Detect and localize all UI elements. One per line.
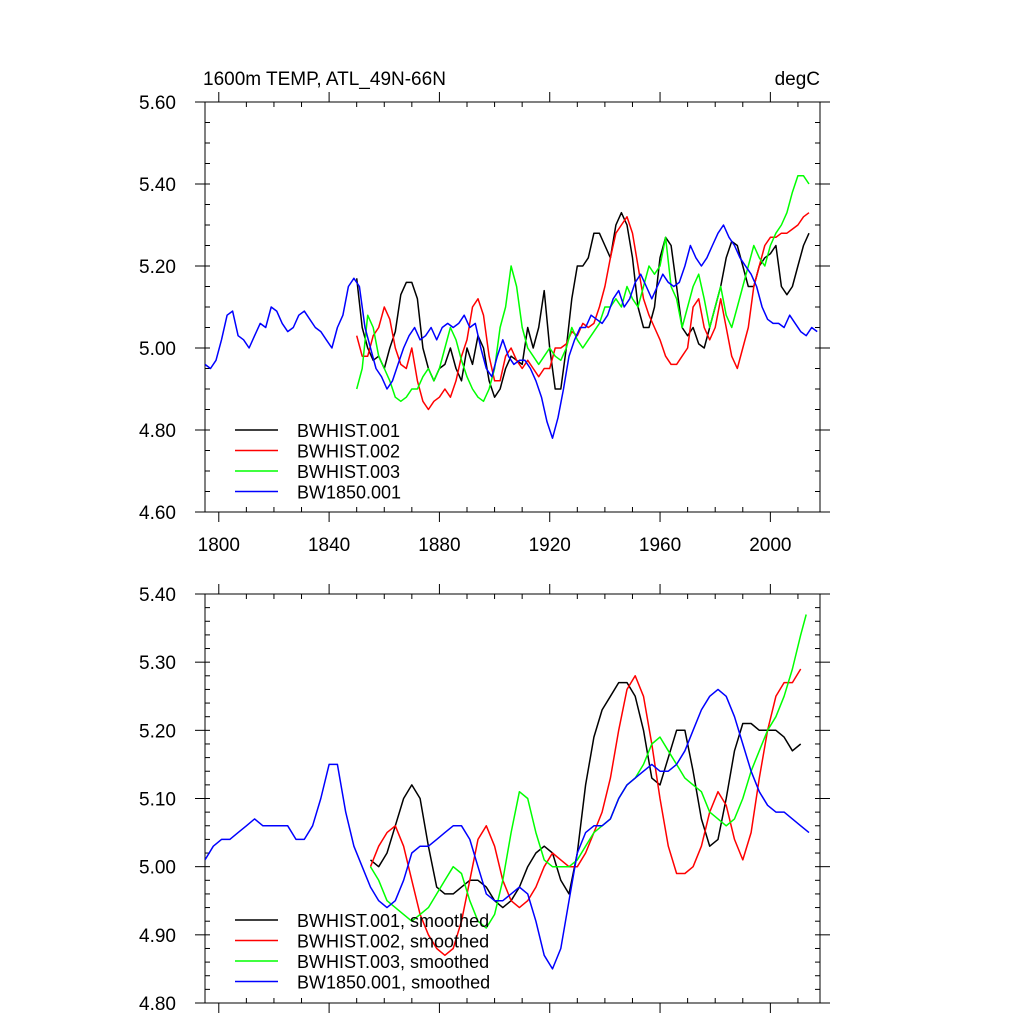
y-tick-label: 5.20 [139, 721, 176, 742]
legend-label-bwhist-002: BWHIST.002 [297, 442, 400, 462]
y-tick-label: 5.00 [139, 339, 176, 360]
y-tick-label: 4.80 [139, 421, 176, 442]
panel-top: 1800 1840 1880 1920 1960 2000 4.60 4.80 5.00 5.20… [139, 92, 830, 556]
y-tick-label: 5.30 [139, 653, 176, 674]
legend-label-bwhist-003: BWHIST.003, smoothed [297, 952, 489, 972]
legend-label-bw1850-001: BW1850.001 [297, 483, 401, 503]
chart-title: 1600m TEMP, ATL_49N-66N [203, 69, 446, 90]
series-line-bw1850-001 [205, 224, 818, 439]
series-line-bwhist-003 [369, 614, 807, 929]
y-tick-label: 4.60 [139, 503, 176, 524]
legend-label-bwhist-003: BWHIST.003 [297, 462, 400, 482]
series-group [205, 175, 818, 439]
y-tick-label: 5.00 [139, 858, 176, 879]
series-line-bwhist-002 [369, 668, 802, 957]
y-tick-label: 4.80 [139, 994, 176, 1015]
units-label: degC [775, 69, 820, 90]
panel-bottom: 4.80 4.90 5.00 5.10 5.20 5.30 5.40 BWHIST.001, … [139, 584, 830, 1015]
minor-ticks [205, 101, 820, 513]
series-line-bw1850-001 [205, 688, 810, 970]
x-tick-label: 1800 [198, 535, 240, 556]
x-tick-label: 1920 [529, 535, 571, 556]
y-tick-label: 5.40 [139, 585, 176, 606]
series-line-bwhist-001 [370, 681, 802, 909]
series-line-bwhist-001 [355, 211, 810, 398]
x-tick-label: 2000 [749, 535, 791, 556]
x-tick-label: 1960 [639, 535, 681, 556]
series-group [205, 614, 810, 970]
legend-label-bwhist-001: BWHIST.001 [297, 421, 400, 441]
series-line-bwhist-003 [355, 175, 810, 403]
legend-label-bwhist-001: BWHIST.001, smoothed [297, 911, 489, 931]
x-tick-label: 1840 [308, 535, 350, 556]
y-tick-label: 5.20 [139, 257, 176, 278]
minor-ticks [205, 593, 820, 1004]
y-tick-label: 5.40 [139, 175, 176, 196]
y-tick-label: 4.90 [139, 926, 176, 947]
y-tick-label: 5.10 [139, 790, 176, 811]
series-line-bwhist-002 [355, 212, 810, 411]
legend-label-bw1850-001: BW1850.001, smoothed [297, 973, 490, 993]
legend-label-bwhist-002: BWHIST.002, smoothed [297, 932, 489, 952]
y-tick-label: 5.60 [139, 93, 176, 114]
x-tick-label: 1880 [418, 535, 460, 556]
